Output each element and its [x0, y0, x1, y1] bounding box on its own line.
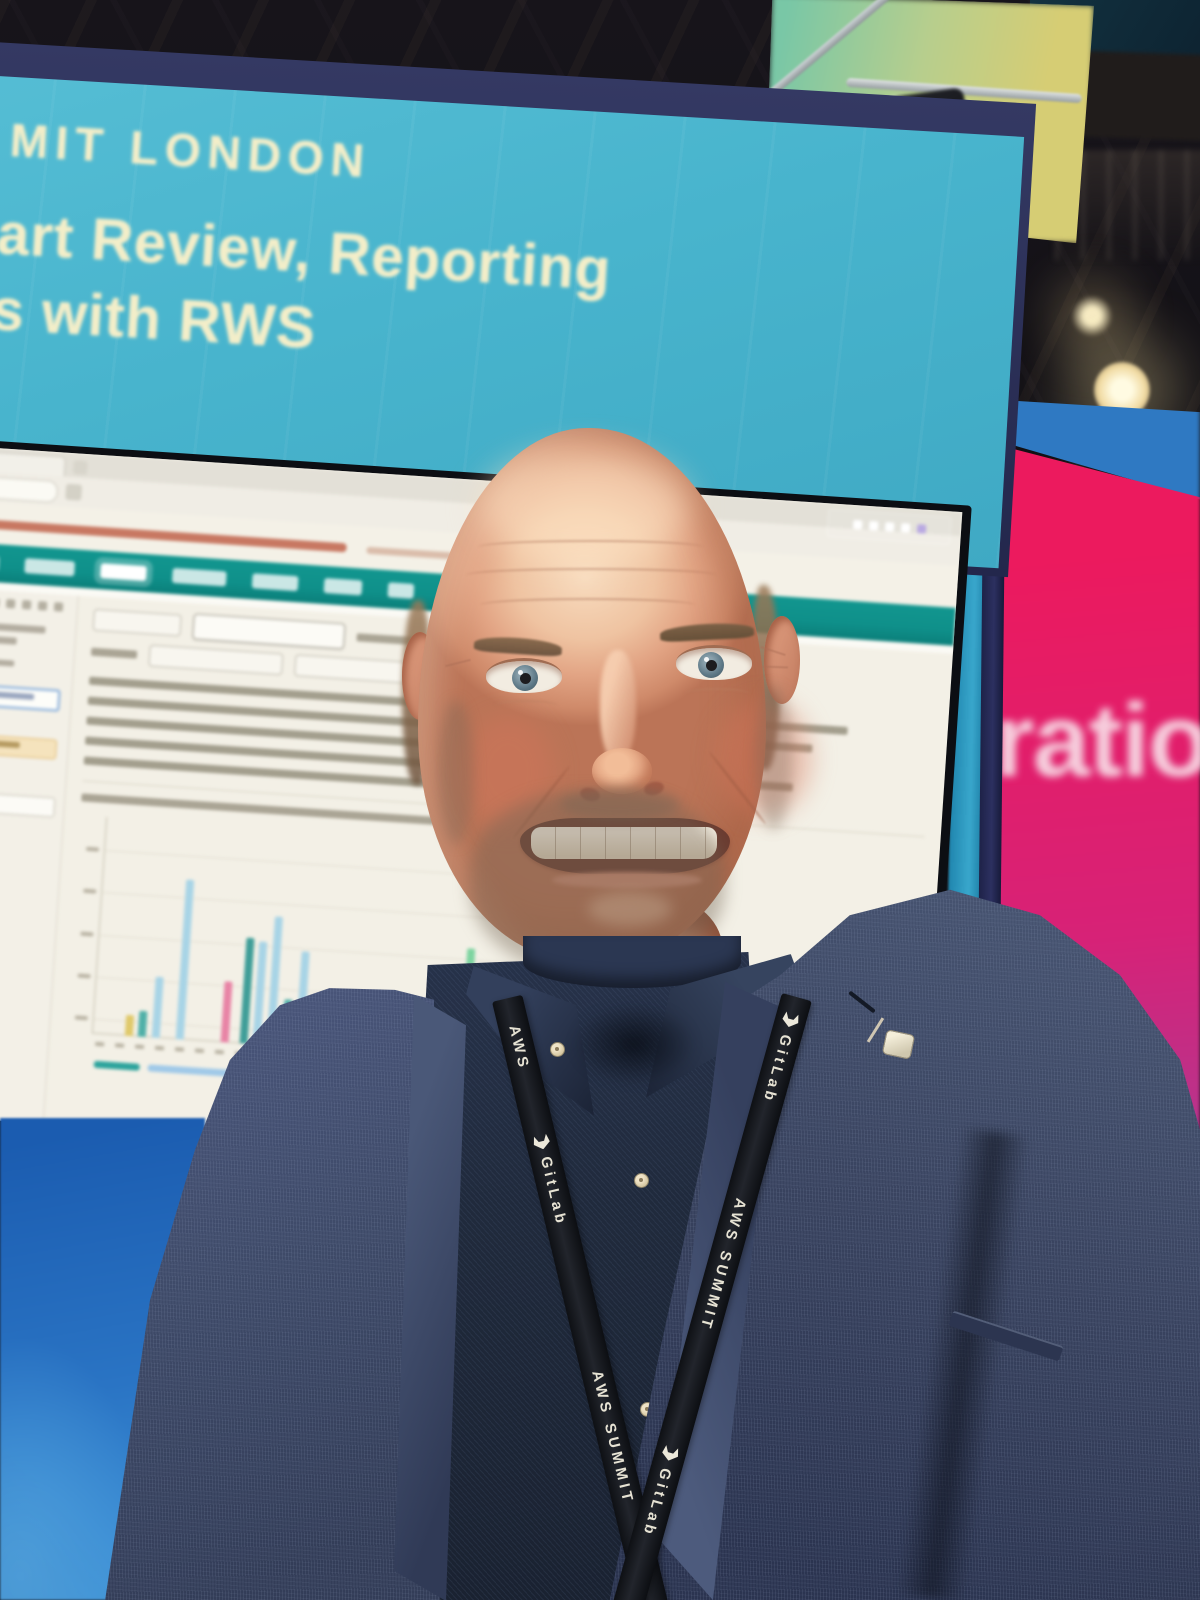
- eye-right: [676, 645, 752, 680]
- nose-bridge: [600, 650, 636, 762]
- eye-highlight: [518, 670, 523, 675]
- iris-right: [698, 652, 724, 678]
- forehead-wrinkle: [480, 598, 695, 612]
- gitlab-fox-icon: [780, 1010, 800, 1029]
- gitlab-fox-icon: [660, 1444, 680, 1463]
- pink-wall-text: ratio: [994, 683, 1200, 799]
- pupil: [520, 673, 531, 684]
- iris-left: [512, 665, 538, 691]
- ear-right: [764, 616, 800, 704]
- eye-highlight: [704, 657, 709, 662]
- cheek-left: [462, 716, 554, 828]
- lower-lip: [552, 872, 702, 888]
- chin-highlight: [588, 892, 672, 926]
- strap-label-text: AWS: [505, 1023, 533, 1073]
- teeth: [531, 827, 717, 859]
- under-eye-crease: [684, 688, 750, 700]
- mouth: [520, 818, 730, 874]
- forehead-wrinkle: [466, 568, 716, 582]
- stubble-mustache: [560, 788, 680, 820]
- cheek-right: [716, 700, 812, 816]
- shirt-button: [550, 1042, 565, 1057]
- collar-shadow: [556, 992, 712, 1096]
- gitlab-fox-icon: [532, 1133, 552, 1152]
- shirt-button: [634, 1173, 649, 1188]
- nose-tip: [592, 748, 652, 794]
- lanyard-label: AWS: [505, 1024, 532, 1073]
- ceiling-light: [1072, 296, 1112, 336]
- stubble-sideburn-right: [756, 685, 792, 830]
- pupil: [706, 660, 717, 671]
- under-eye-crease: [494, 700, 558, 712]
- stubble-sideburn-left: [438, 700, 474, 845]
- eye-left: [486, 658, 562, 693]
- forehead-wrinkle: [478, 540, 703, 554]
